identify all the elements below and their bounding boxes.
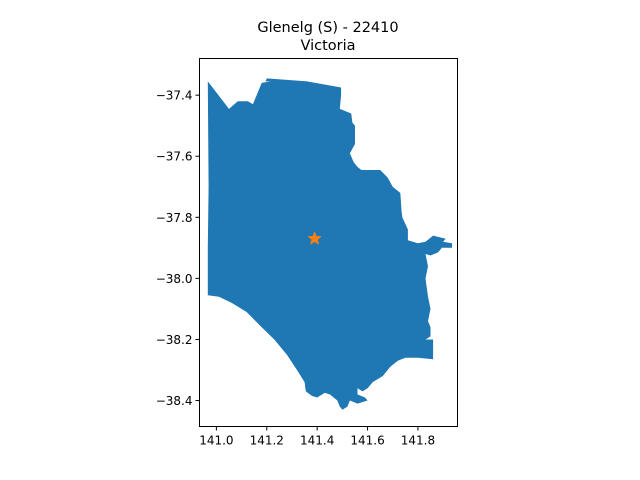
y-tick-label: −37.4 xyxy=(156,89,193,103)
axes: 141.0 141.2 141.4 141.6 141.8 −37.4 −37.6 −37.8… xyxy=(156,58,458,448)
location-star-marker xyxy=(307,230,322,245)
y-tick-label: −37.6 xyxy=(156,150,193,164)
y-tick-label: −38.4 xyxy=(156,394,193,408)
y-tick-label: −37.8 xyxy=(156,211,193,225)
x-tick-label: 141.0 xyxy=(199,434,233,448)
map-title-line-2: Victoria xyxy=(300,38,355,54)
x-tick-label: 141.4 xyxy=(300,434,334,448)
x-tick-label: 141.2 xyxy=(250,434,284,448)
region-polygon xyxy=(207,78,452,410)
axes-frame xyxy=(199,58,458,427)
y-tick-label: −38.2 xyxy=(156,333,193,347)
plot-area xyxy=(207,78,452,410)
x-tick-label: 141.8 xyxy=(401,434,435,448)
x-tick-label: 141.6 xyxy=(350,434,384,448)
map-title-line-1: Glenelg (S) - 22410 xyxy=(257,20,398,36)
y-tick-label: −38.0 xyxy=(156,272,193,286)
